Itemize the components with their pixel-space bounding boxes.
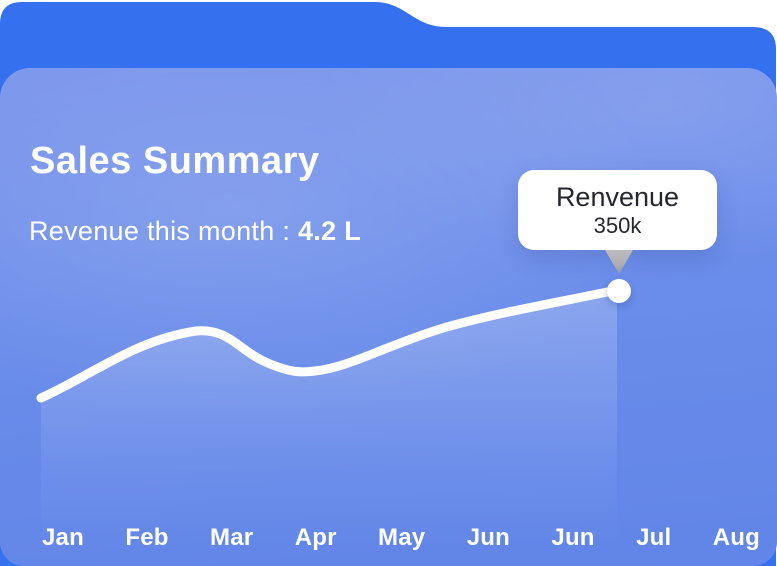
revenue-line-chart — [36, 285, 622, 540]
x-axis-label-jun-1: Jun — [466, 524, 510, 551]
data-point-dot[interactable] — [607, 279, 631, 303]
chart-tooltip: Renvenue 350k — [518, 170, 717, 274]
x-axis-label-jun-2: Jun — [551, 524, 595, 551]
x-axis-label-aug: Aug — [712, 524, 760, 551]
page-title: Sales Summary — [30, 140, 320, 182]
x-axis-label-apr: Apr — [294, 524, 337, 551]
x-axis-label-mar: Mar — [210, 524, 254, 551]
x-axis-label-may: May — [378, 524, 426, 551]
chart-line — [36, 285, 622, 403]
chart-area-fill — [41, 290, 617, 540]
revenue-subtitle: Revenue this month : 4.2 L — [29, 216, 361, 247]
revenue-subtitle-label: Revenue this month : — [29, 216, 291, 246]
x-axis-label-jul: Jul — [636, 524, 672, 551]
x-axis-label-jan: Jan — [42, 524, 84, 551]
tooltip-value: 350k — [593, 212, 642, 238]
x-axis-label-feb: Feb — [125, 524, 169, 551]
sales-summary-card: Sales Summary Revenue this month : 4.2 L… — [0, 68, 777, 566]
tooltip-title: Renvenue — [555, 181, 680, 212]
x-axis-labels: Jan Feb Mar Apr May Jun Jun Jul Aug — [0, 520, 777, 556]
revenue-subtitle-value: 4.2 L — [297, 216, 361, 246]
